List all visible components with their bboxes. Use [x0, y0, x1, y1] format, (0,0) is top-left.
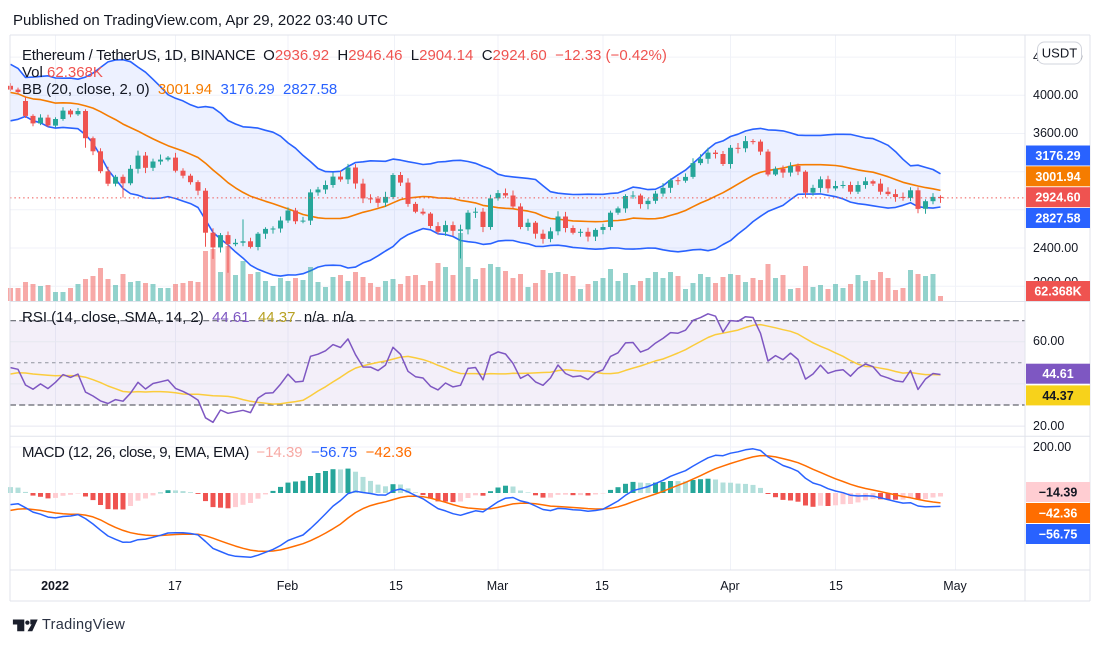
svg-text:44.37: 44.37 — [1042, 389, 1073, 403]
svg-text:200.00: 200.00 — [1033, 440, 1071, 454]
svg-text:44.61: 44.61 — [1042, 367, 1073, 381]
svg-text:BB (20, close, 2, 0) 3001.94: BB (20, close, 2, 0) 3001.94 3176.29 282… — [22, 81, 337, 98]
svg-text:−14.39: −14.39 — [1039, 486, 1078, 500]
svg-text:3600.00: 3600.00 — [1033, 126, 1078, 140]
svg-text:Feb: Feb — [277, 579, 299, 593]
svg-text:15: 15 — [829, 579, 843, 593]
svg-text:Vol 62.368K: Vol 62.368K — [22, 64, 103, 81]
svg-text:2924.60: 2924.60 — [1035, 191, 1080, 205]
svg-text:Apr: Apr — [720, 579, 739, 593]
svg-text:Published on TradingView.com,: Published on TradingView.com, Apr 29, 20… — [13, 12, 388, 29]
svg-text:MACD (12, 26, close, 9, EMA, E: MACD (12, 26, close, 9, EMA, EMA) −14.39… — [22, 444, 412, 461]
svg-text:2022: 2022 — [41, 579, 69, 593]
svg-text:TradingView: TradingView — [42, 617, 125, 633]
svg-text:−42.36: −42.36 — [1039, 507, 1078, 521]
svg-text:May: May — [943, 579, 967, 593]
svg-text:USDT: USDT — [1042, 46, 1077, 61]
svg-text:2400.00: 2400.00 — [1033, 241, 1078, 255]
svg-text:−56.75: −56.75 — [1039, 528, 1078, 542]
svg-text:20.00: 20.00 — [1033, 419, 1064, 433]
svg-text:60.00: 60.00 — [1033, 334, 1064, 348]
svg-text:4000.00: 4000.00 — [1033, 88, 1078, 102]
svg-text:15: 15 — [595, 579, 609, 593]
svg-text:Mar: Mar — [487, 579, 509, 593]
svg-text:3176.29: 3176.29 — [1035, 149, 1080, 163]
svg-text:3001.94: 3001.94 — [1035, 170, 1080, 184]
svg-text:15: 15 — [389, 579, 403, 593]
svg-text:RSI (14, close, SMA, 14, 2) 4: RSI (14, close, SMA, 14, 2) 44.61 44.37 … — [22, 309, 355, 326]
svg-text:2827.58: 2827.58 — [1035, 212, 1080, 226]
svg-text:17: 17 — [168, 579, 182, 593]
svg-text:Ethereum / TetherUS, 1D, BINAN: Ethereum / TetherUS, 1D, BINANCE O2936.9… — [22, 47, 667, 64]
svg-text:62.368K: 62.368K — [1034, 285, 1081, 299]
